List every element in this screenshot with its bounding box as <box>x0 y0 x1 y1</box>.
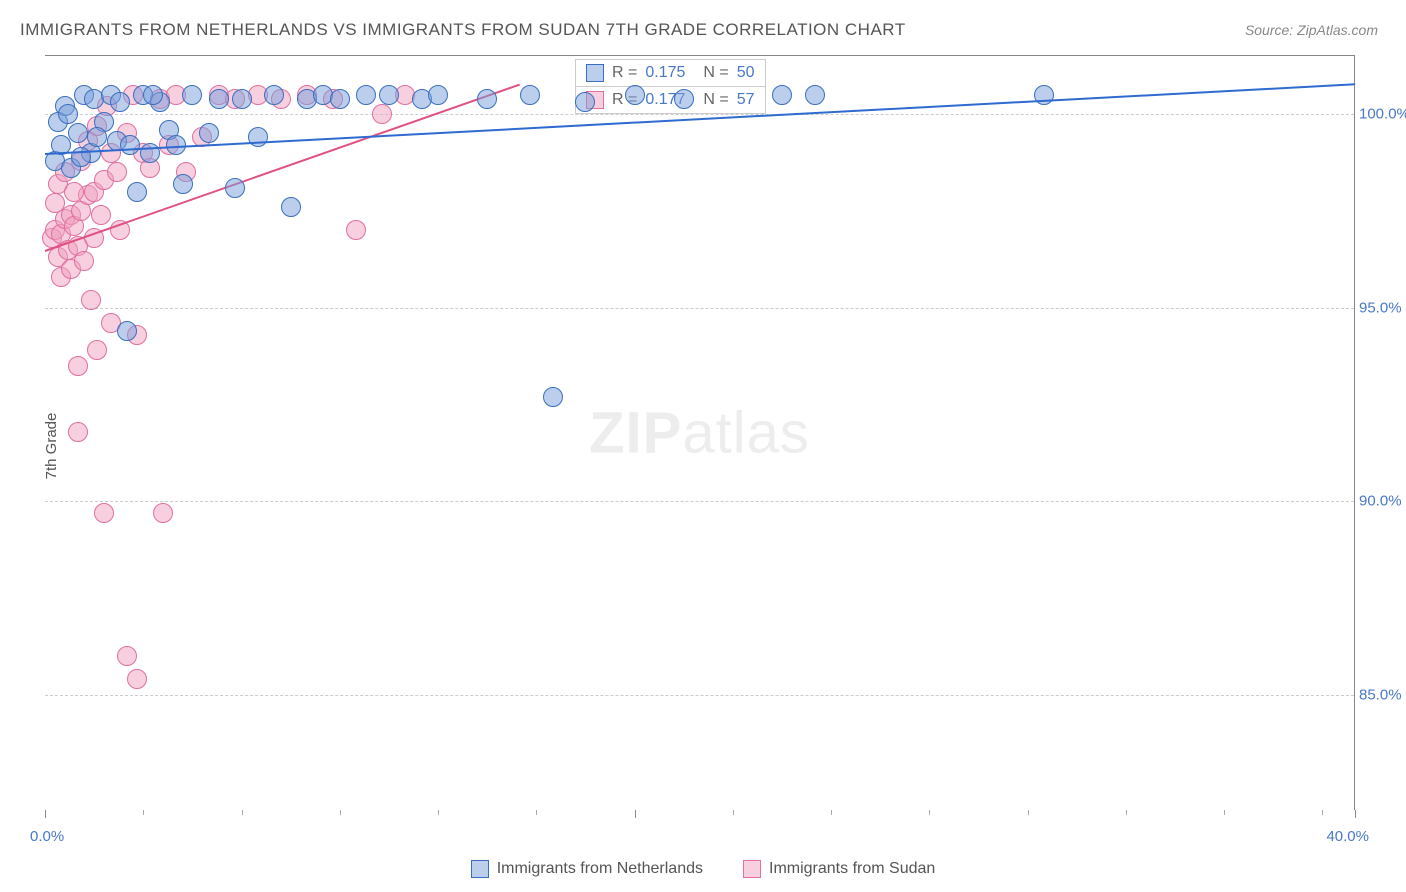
x-tick-minor <box>733 810 734 815</box>
stats-row-series-b: R = 0.177 N = 57 <box>576 86 765 113</box>
scatter-point-a <box>182 85 202 105</box>
watermark: ZIPatlas <box>589 400 810 467</box>
n-value-b: 57 <box>737 91 755 109</box>
legend-item-b: Immigrants from Sudan <box>743 860 935 878</box>
scatter-point-a <box>772 85 792 105</box>
scatter-point-b <box>64 182 84 202</box>
chart-title: IMMIGRANTS FROM NETHERLANDS VS IMMIGRANT… <box>20 20 906 40</box>
scatter-point-b <box>372 104 392 124</box>
scatter-point-b <box>91 205 111 225</box>
scatter-point-b <box>117 646 137 666</box>
gridline-h <box>45 501 1354 502</box>
scatter-point-a <box>520 85 540 105</box>
scatter-point-a <box>120 135 140 155</box>
x-tick-minor <box>143 810 144 815</box>
scatter-point-a <box>140 143 160 163</box>
scatter-point-a <box>625 85 645 105</box>
x-tick-minor <box>536 810 537 815</box>
scatter-point-a <box>209 89 229 109</box>
scatter-point-a <box>58 104 78 124</box>
scatter-point-a <box>477 89 497 109</box>
scatter-point-a <box>87 127 107 147</box>
swatch-series-a <box>586 64 604 82</box>
x-tick-minor <box>1322 810 1323 815</box>
gridline-h <box>45 114 1354 115</box>
n-label: N = <box>703 64 728 82</box>
scatter-point-a <box>199 123 219 143</box>
scatter-point-a <box>127 182 147 202</box>
scatter-point-a <box>117 321 137 341</box>
x-axis-start-label: 0.0% <box>30 828 64 845</box>
source-attribution: Source: ZipAtlas.com <box>1245 22 1378 38</box>
legend-item-a: Immigrants from Netherlands <box>471 860 703 878</box>
n-value-a: 50 <box>737 64 755 82</box>
scatter-point-a <box>143 85 163 105</box>
scatter-point-b <box>127 669 147 689</box>
scatter-point-b <box>81 290 101 310</box>
scatter-point-b <box>68 422 88 442</box>
scatter-point-a <box>281 197 301 217</box>
scatter-point-a <box>232 89 252 109</box>
scatter-point-b <box>346 220 366 240</box>
scatter-point-a <box>674 89 694 109</box>
gridline-h <box>45 695 1354 696</box>
y-tick-label: 90.0% <box>1359 493 1406 510</box>
x-tick-minor <box>1028 810 1029 815</box>
scatter-point-a <box>356 85 376 105</box>
plot-area: ZIPatlas 0.0% 40.0% R = 0.175 N = 50 R =… <box>45 55 1355 810</box>
scatter-point-a <box>264 85 284 105</box>
x-tick-minor <box>1126 810 1127 815</box>
scatter-point-a <box>71 147 91 167</box>
scatter-point-a <box>110 92 130 112</box>
legend-label-b: Immigrants from Sudan <box>769 860 935 878</box>
scatter-point-a <box>225 178 245 198</box>
y-tick-label: 95.0% <box>1359 299 1406 316</box>
x-tick-minor <box>242 810 243 815</box>
legend-label-a: Immigrants from Netherlands <box>497 860 703 878</box>
scatter-point-a <box>428 85 448 105</box>
legend-swatch-a <box>471 860 489 878</box>
x-axis-end-label: 40.0% <box>1326 828 1369 845</box>
legend-swatch-b <box>743 860 761 878</box>
scatter-point-a <box>379 85 399 105</box>
scatter-point-b <box>68 356 88 376</box>
r-value-a: 0.175 <box>645 64 685 82</box>
bottom-legend: Immigrants from Netherlands Immigrants f… <box>0 860 1406 878</box>
scatter-point-b <box>107 162 127 182</box>
scatter-point-a <box>543 387 563 407</box>
stats-legend-box: R = 0.175 N = 50 R = 0.177 N = 57 <box>575 59 766 114</box>
x-tick-minor <box>438 810 439 815</box>
scatter-point-a <box>173 174 193 194</box>
gridline-h <box>45 308 1354 309</box>
stats-row-series-a: R = 0.175 N = 50 <box>576 60 765 86</box>
x-tick-major <box>1355 810 1356 818</box>
x-tick-minor <box>340 810 341 815</box>
x-tick-minor <box>1224 810 1225 815</box>
scatter-point-b <box>94 503 114 523</box>
scatter-point-a <box>68 123 88 143</box>
x-tick-major <box>45 810 46 818</box>
n-label: N = <box>703 91 728 109</box>
x-tick-minor <box>831 810 832 815</box>
y-tick-label: 85.0% <box>1359 686 1406 703</box>
scatter-point-b <box>74 251 94 271</box>
y-tick-label: 100.0% <box>1359 106 1406 123</box>
x-tick-major <box>635 810 636 818</box>
scatter-point-a <box>575 92 595 112</box>
r-label: R = <box>612 64 637 82</box>
scatter-point-a <box>330 89 350 109</box>
scatter-point-b <box>45 193 65 213</box>
x-tick-minor <box>929 810 930 815</box>
scatter-point-a <box>805 85 825 105</box>
scatter-point-b <box>87 340 107 360</box>
scatter-point-a <box>248 127 268 147</box>
scatter-point-b <box>153 503 173 523</box>
